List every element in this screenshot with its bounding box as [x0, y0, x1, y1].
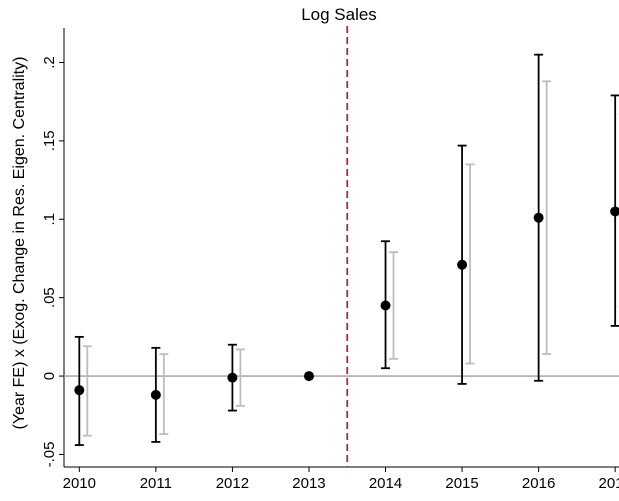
y-tick-label: .1 [41, 213, 58, 226]
data-point [457, 259, 468, 270]
x-tick-label: 2017 [598, 475, 619, 492]
x-tick-label: 2010 [63, 475, 96, 492]
data-point [610, 206, 619, 217]
y-axis-label: (Year FE) x (Exog. Change in Res. Eigen.… [11, 57, 28, 430]
data-point [150, 389, 161, 400]
x-tick-label: 2011 [140, 475, 172, 492]
x-tick-label: 2015 [445, 475, 478, 492]
x-tick-label: 2014 [369, 475, 402, 492]
x-tick-label: 2013 [292, 475, 325, 492]
data-point [227, 372, 238, 383]
data-point [380, 300, 391, 311]
y-tick-label: .05 [41, 287, 58, 308]
data-point [303, 371, 314, 382]
chart-title: Log Sales [301, 5, 377, 24]
data-point [533, 212, 544, 223]
plot-area: -.05 0 .05 .1 .15 .2 2010 2011 2012 2013 2014 2015 2… [41, 26, 619, 492]
y-tick-label: -.05 [41, 442, 58, 468]
y-tick-label: .2 [41, 56, 58, 69]
y-tick-label: 0 [41, 372, 58, 380]
data-point [74, 385, 85, 396]
x-tick-label: 2016 [522, 475, 555, 492]
y-tick-label: .15 [41, 130, 58, 151]
x-tick-label: 2012 [216, 475, 249, 492]
